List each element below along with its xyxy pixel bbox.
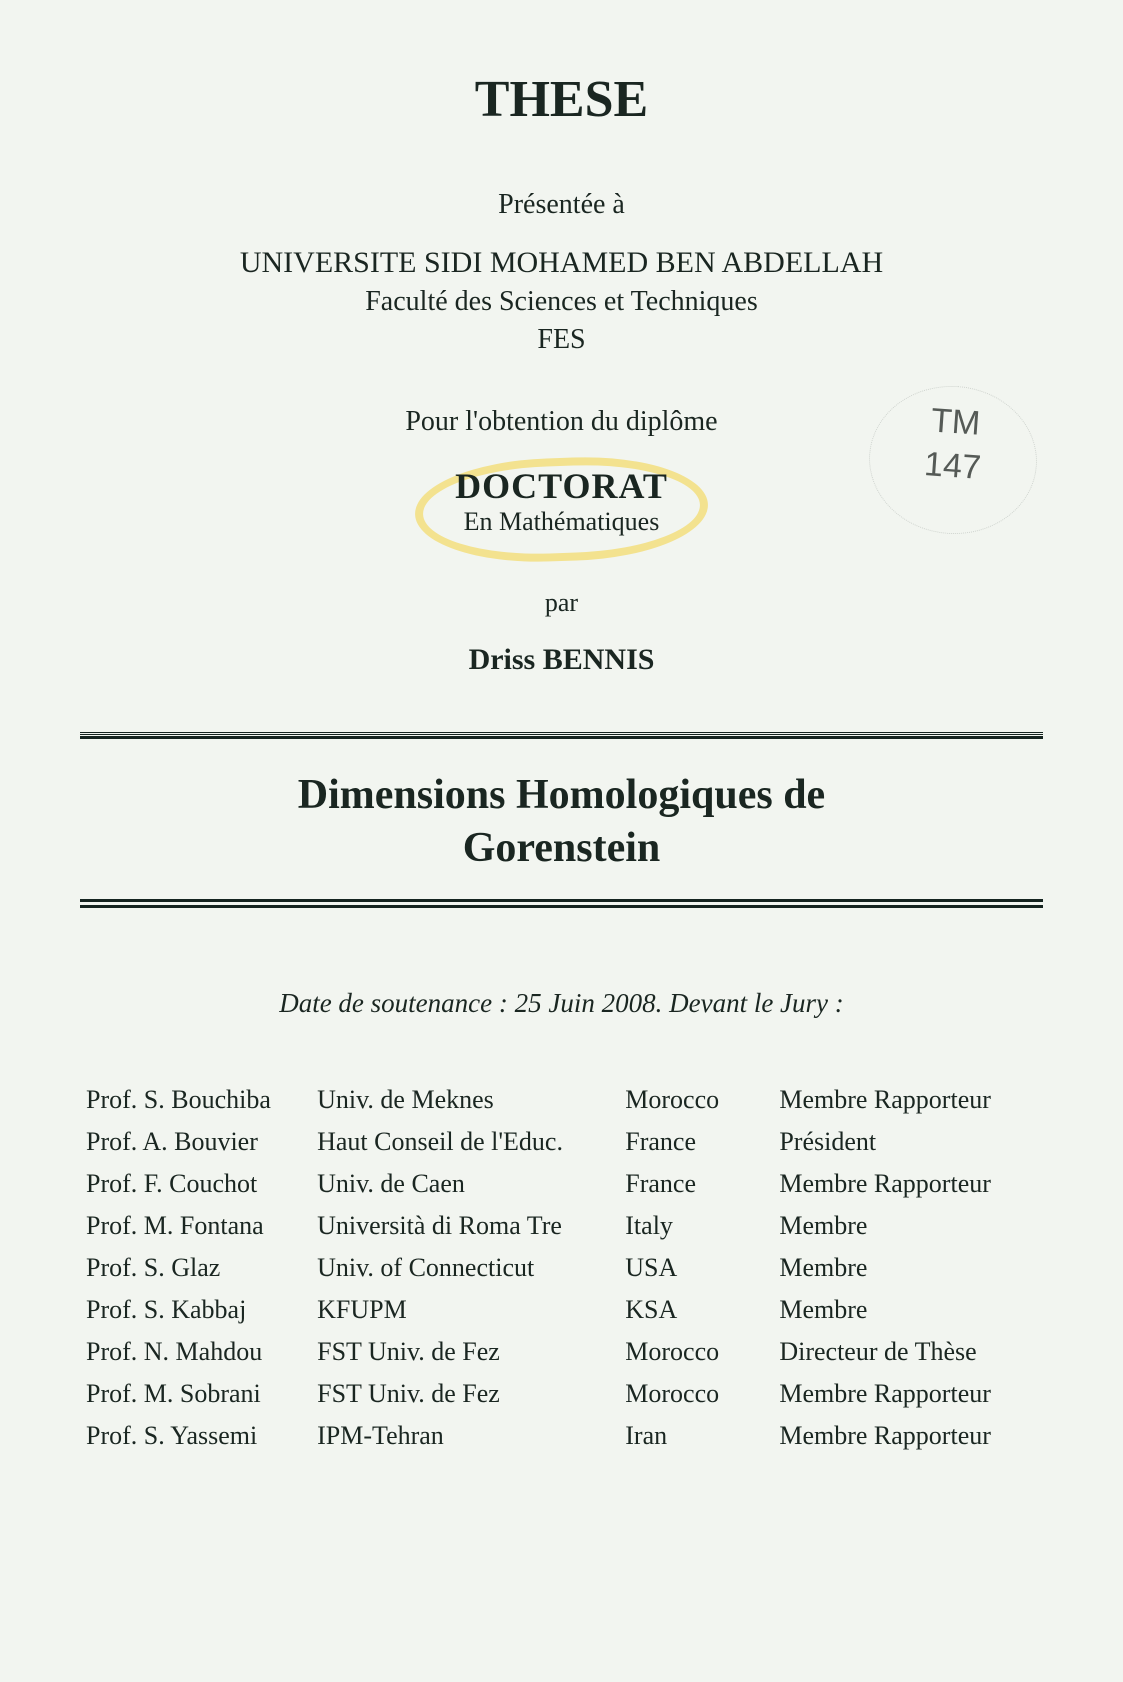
jury-name: Prof. S. Yassemi — [80, 1415, 311, 1457]
city-name: FES — [80, 324, 1043, 356]
jury-affiliation: FST Univ. de Fez — [311, 1373, 619, 1415]
author-name: Driss BENNIS — [80, 643, 1043, 677]
jury-country: Morocco — [619, 1373, 773, 1415]
jury-affiliation: FST Univ. de Fez — [311, 1331, 619, 1373]
defense-date-line: Date de soutenance : 25 Juin 2008. Devan… — [80, 988, 1043, 1019]
jury-name: Prof. M. Sobrani — [80, 1373, 311, 1415]
jury-name: Prof. S. Kabbaj — [80, 1289, 311, 1331]
jury-name: Prof. S. Bouchiba — [80, 1079, 311, 1121]
presented-label: Présentée à — [80, 189, 1043, 221]
jury-affiliation: Univ. de Caen — [311, 1163, 619, 1205]
thesis-title: Dimensions Homologiques de Gorenstein — [80, 769, 1043, 874]
document-type: THESE — [80, 70, 1043, 129]
jury-row: Prof. N. MahdouFST Univ. de FezMoroccoDi… — [80, 1331, 1043, 1373]
degree-name: DOCTORAT — [455, 465, 668, 507]
jury-row: Prof. S. KabbajKFUPMKSAMembre — [80, 1289, 1043, 1331]
jury-country: Italy — [619, 1205, 773, 1247]
jury-name: Prof. A. Bouvier — [80, 1121, 311, 1163]
jury-name: Prof. S. Glaz — [80, 1247, 311, 1289]
jury-affiliation: Univ. of Connecticut — [311, 1247, 619, 1289]
jury-row: Prof. M. SobraniFST Univ. de FezMoroccoM… — [80, 1373, 1043, 1415]
jury-affiliation: Università di Roma Tre — [311, 1205, 619, 1247]
jury-role: Membre Rapporteur — [773, 1373, 1043, 1415]
jury-country: Morocco — [619, 1079, 773, 1121]
jury-affiliation: IPM-Tehran — [311, 1415, 619, 1457]
jury-role: Directeur de Thèse — [773, 1331, 1043, 1373]
jury-role: Membre Rapporteur — [773, 1163, 1043, 1205]
jury-name: Prof. N. Mahdou — [80, 1331, 311, 1373]
jury-row: Prof. F. CouchotUniv. de CaenFranceMembr… — [80, 1163, 1043, 1205]
jury-affiliation: Univ. de Meknes — [311, 1079, 619, 1121]
thesis-title-line-1: Dimensions Homologiques de — [298, 772, 825, 818]
jury-row: Prof. S. BouchibaUniv. de MeknesMoroccoM… — [80, 1079, 1043, 1121]
horizontal-rule-top — [80, 732, 1043, 739]
jury-name: Prof. F. Couchot — [80, 1163, 311, 1205]
degree-block: DOCTORAT En Mathématiques — [425, 463, 698, 543]
jury-country: KSA — [619, 1289, 773, 1331]
faculty-name: Faculté des Sciences et Techniques — [80, 286, 1043, 318]
university-name: UNIVERSITE SIDI MOHAMED BEN ABDELLAH — [80, 246, 1043, 280]
jury-role: Membre Rapporteur — [773, 1079, 1043, 1121]
jury-row: Prof. S. YassemiIPM-TehranIranMembre Rap… — [80, 1415, 1043, 1457]
jury-name: Prof. M. Fontana — [80, 1205, 311, 1247]
jury-row: Prof. A. BouvierHaut Conseil de l'Educ.F… — [80, 1121, 1043, 1163]
jury-table: Prof. S. BouchibaUniv. de MeknesMoroccoM… — [80, 1079, 1043, 1457]
jury-affiliation: KFUPM — [311, 1289, 619, 1331]
jury-country: France — [619, 1121, 773, 1163]
jury-role: Président — [773, 1121, 1043, 1163]
jury-role: Membre — [773, 1247, 1043, 1289]
horizontal-rule-bottom — [80, 899, 1043, 908]
by-label: par — [80, 588, 1043, 618]
jury-row: Prof. M. FontanaUniversità di Roma TreIt… — [80, 1205, 1043, 1247]
jury-row: Prof. S. GlazUniv. of ConnecticutUSAMemb… — [80, 1247, 1043, 1289]
jury-country: Morocco — [619, 1331, 773, 1373]
jury-role: Membre Rapporteur — [773, 1415, 1043, 1457]
thesis-title-line-2: Gorenstein — [463, 825, 661, 871]
jury-role: Membre — [773, 1289, 1043, 1331]
jury-affiliation: Haut Conseil de l'Educ. — [311, 1121, 619, 1163]
degree-subject: En Mathématiques — [455, 507, 668, 537]
jury-country: USA — [619, 1247, 773, 1289]
jury-country: France — [619, 1163, 773, 1205]
handwritten-stamp: TM 147 — [879, 395, 1027, 524]
jury-country: Iran — [619, 1415, 773, 1457]
jury-role: Membre — [773, 1205, 1043, 1247]
